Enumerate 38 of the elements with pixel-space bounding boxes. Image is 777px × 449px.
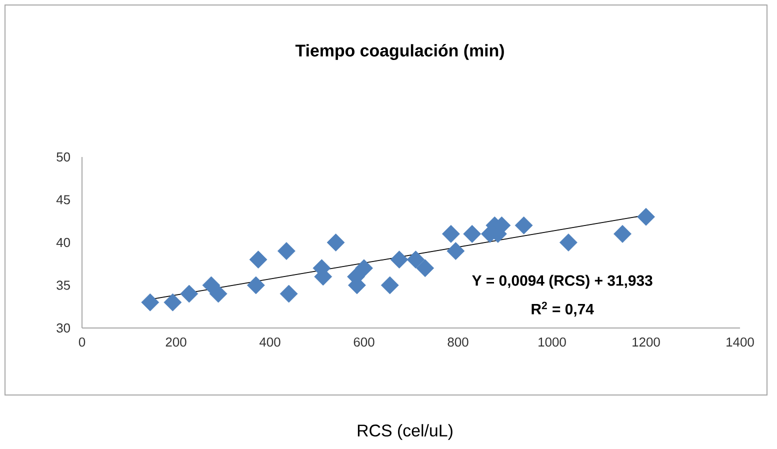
- y-tick-label: 40: [56, 238, 70, 248]
- annotation: Y = 0,0094 (RCS) + 31,933: [472, 274, 652, 289]
- point: [249, 250, 268, 269]
- y-tick-label: 30: [56, 323, 70, 333]
- x-tick-label: 600: [354, 337, 374, 347]
- point: [277, 242, 296, 260]
- point: [141, 293, 160, 312]
- x-tick-label: 400: [260, 337, 280, 347]
- x-tick-label: 1000: [538, 337, 566, 347]
- y-tick-label: 35: [56, 280, 70, 290]
- x-tick-label: 0: [78, 337, 86, 347]
- point: [463, 224, 482, 243]
- point: [614, 224, 632, 243]
- x-tick-label: 1200: [632, 337, 660, 347]
- point: [246, 276, 265, 294]
- point: [514, 216, 533, 234]
- point: [280, 284, 298, 303]
- point: [209, 284, 228, 303]
- x-tick-label: 800: [448, 337, 468, 347]
- y-tick-label: 50: [56, 152, 70, 162]
- point: [380, 276, 399, 294]
- x-axis-title: RCS (cel/uL): [358, 424, 452, 440]
- point: [355, 259, 373, 278]
- chart-title: Tiempo coagulación (min): [295, 44, 504, 60]
- point: [416, 259, 434, 278]
- point: [406, 250, 425, 269]
- point: [326, 234, 345, 252]
- x-tick-label: 200: [166, 337, 186, 347]
- point: [164, 293, 182, 312]
- point: [180, 284, 198, 303]
- y-tick-label: 45: [56, 195, 70, 204]
- annotation: R$^{2}$ = 0,74: [532, 302, 594, 317]
- point: [446, 242, 465, 260]
- x-tick-label: 1400: [726, 337, 754, 347]
- point: [559, 234, 578, 252]
- point: [637, 208, 655, 226]
- point: [442, 224, 460, 243]
- point: [390, 250, 408, 269]
